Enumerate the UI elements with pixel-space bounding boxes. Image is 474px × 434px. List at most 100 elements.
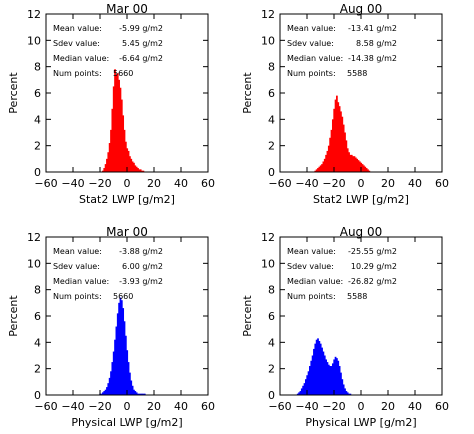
histogram-bar [358, 161, 361, 172]
y-axis-label: Percent [241, 72, 254, 114]
histogram-bar [314, 170, 317, 172]
y-tick-label: 8 [34, 61, 41, 74]
histogram-bar [329, 366, 332, 395]
x-tick-label: 0 [124, 177, 131, 190]
histogram-bar [367, 169, 369, 172]
histogram-bar [126, 148, 129, 172]
x-tick-label: 20 [147, 400, 161, 413]
histogram-bar [337, 360, 340, 395]
stat-label: Median value: [287, 54, 343, 63]
histogram-bar [331, 119, 334, 172]
x-tick-label: 40 [174, 400, 188, 413]
x-tick-label: 40 [174, 177, 188, 190]
histogram-bar [108, 377, 111, 395]
histogram-bar [307, 371, 310, 395]
histogram-bar [325, 154, 327, 172]
histogram-bar [336, 95, 338, 172]
histogram-bar [336, 358, 338, 395]
histogram-bar [142, 170, 145, 172]
histogram-bar [110, 129, 112, 172]
histogram-bar [323, 158, 326, 172]
stat-value: -5.99 g/m2 [119, 24, 163, 33]
histogram-bar [309, 366, 311, 395]
histogram-bar [322, 161, 325, 172]
y-tick-label: 4 [268, 113, 275, 126]
histogram-bar [330, 366, 333, 395]
histogram-bar [326, 150, 329, 172]
x-tick-label: −20 [322, 177, 345, 190]
histogram-bar [348, 152, 350, 172]
histogram-bar [110, 371, 112, 395]
histogram-bar [344, 388, 346, 395]
stat-value: 10.29 g/m2 [351, 262, 397, 271]
stat-value: 8.58 g/m2 [356, 39, 397, 48]
histogram-bar [318, 341, 321, 395]
stat-value: -25.55 g/m2 [348, 247, 397, 256]
histogram-bar [107, 152, 110, 172]
histogram-bar [317, 168, 319, 172]
histogram-bar [127, 362, 130, 395]
x-tick-label: −20 [88, 400, 111, 413]
histogram-bar [122, 115, 125, 172]
histogram-bar [341, 379, 344, 395]
histogram-bar [352, 156, 354, 172]
histogram-bar [126, 350, 129, 395]
histogram-bar [346, 148, 349, 172]
histogram-bar [137, 393, 139, 395]
y-tick-label: 10 [261, 257, 275, 270]
histogram-bar [344, 132, 346, 172]
histogram-bar [138, 169, 141, 172]
stat-label: Num points: [287, 292, 336, 301]
histogram-bar [124, 335, 127, 395]
stat-label: Mean value: [287, 24, 336, 33]
histogram-bar [108, 143, 111, 172]
x-tick-label: −40 [295, 177, 318, 190]
x-tick-label: −40 [61, 177, 84, 190]
y-tick-label: 0 [34, 166, 41, 179]
histogram-bar [127, 150, 130, 172]
histogram-bar [349, 393, 352, 395]
stat-label: Sdev value: [53, 262, 100, 271]
histogram-bar [100, 393, 103, 395]
y-tick-label: 6 [268, 310, 275, 323]
histogram-bar [139, 169, 142, 172]
histogram-bar [322, 351, 325, 395]
histogram-bar [123, 129, 126, 172]
histogram-bar [130, 158, 133, 172]
histogram-bar [115, 326, 118, 395]
x-axis-label: Physical LWP [g/m2] [71, 416, 182, 429]
y-tick-label: 2 [34, 363, 41, 376]
histogram-bar [356, 158, 359, 172]
x-tick-label: 20 [381, 400, 395, 413]
histogram-bar [104, 164, 107, 172]
stat-label: Sdev value: [53, 39, 100, 48]
histogram-bar [340, 372, 342, 395]
histogram-bar [107, 383, 110, 395]
y-tick-label: 6 [34, 87, 41, 100]
stat-value: 6.00 g/m2 [122, 262, 163, 271]
y-tick-label: 2 [268, 363, 275, 376]
histogram-bar [311, 355, 314, 395]
histogram-bar [319, 165, 322, 172]
y-tick-label: 6 [34, 310, 41, 323]
histogram-bar [323, 355, 326, 395]
stat-value: -26.82 g/m2 [348, 277, 397, 286]
histogram-bar [120, 99, 123, 172]
stat-label: Mean value: [287, 247, 336, 256]
x-tick-label: 60 [201, 400, 215, 413]
histogram-bar [112, 86, 115, 172]
histogram-bar [349, 154, 352, 172]
histogram-bar [141, 393, 143, 395]
histogram-bar [327, 145, 330, 172]
histogram-bar [329, 137, 332, 172]
histogram-bar [333, 108, 336, 172]
histogram-bar [313, 348, 315, 395]
y-axis-label: Percent [7, 295, 20, 337]
histogram-bar [112, 351, 115, 395]
stat-label: Median value: [287, 277, 343, 286]
y-tick-label: 2 [268, 140, 275, 153]
histogram-bar [129, 372, 131, 395]
stat-label: Sdev value: [287, 39, 334, 48]
histogram-bar [363, 165, 365, 172]
histogram-bar [115, 74, 118, 172]
